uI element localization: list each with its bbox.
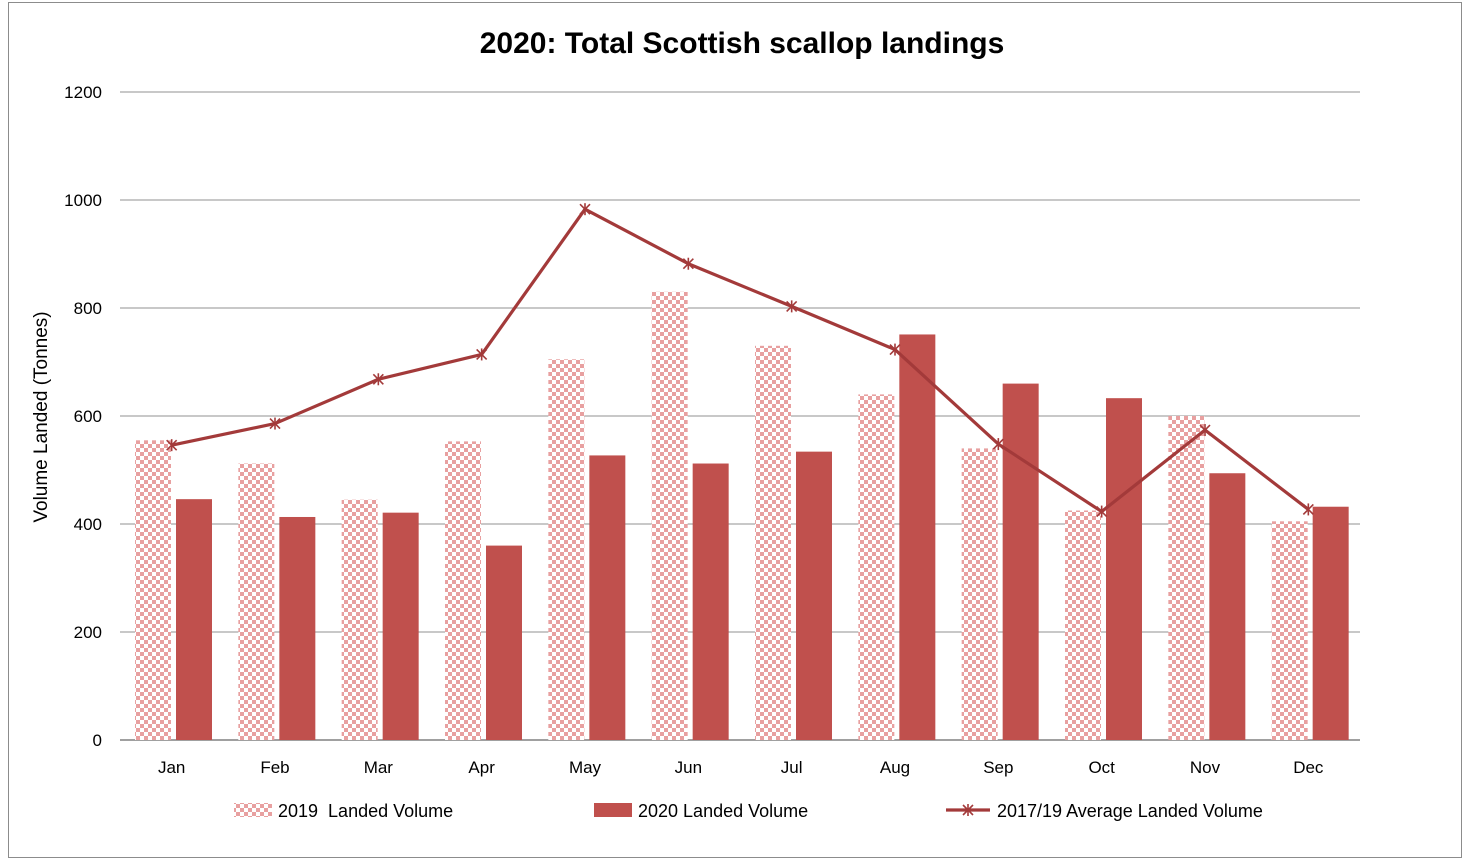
bar-2020: [1209, 473, 1246, 740]
bar-2019: [238, 463, 275, 740]
average-point-marker: [992, 438, 1004, 451]
x-tick-label: Mar: [364, 758, 394, 777]
bar-2020: [589, 455, 626, 740]
average-point-marker: [1302, 503, 1314, 516]
x-tick-label: Nov: [1190, 758, 1221, 777]
chart-title: 2020: Total Scottish scallop landings: [480, 27, 1005, 60]
bar-2019: [961, 448, 998, 740]
bar-2020: [692, 463, 729, 740]
legend-swatch-2019: [234, 803, 272, 817]
bar-2019: [858, 394, 895, 740]
bar-2019: [445, 441, 481, 740]
average-point-marker: [786, 300, 798, 313]
y-tick-labels: 0 200 400 600 800 1000 1200: [64, 83, 102, 750]
bar-2020: [796, 451, 832, 740]
x-tick-label: Dec: [1293, 758, 1324, 777]
bar-2019: [135, 440, 171, 740]
bar-2019: [341, 499, 378, 740]
bar-2019: [1271, 521, 1308, 740]
average-line-path: [171, 207, 1310, 514]
legend-label-average: 2017/19 Average Landed Volume: [997, 801, 1263, 821]
x-tick-label: Oct: [1088, 758, 1115, 777]
bar-2019: [1168, 416, 1205, 740]
average-point-marker: [166, 439, 178, 452]
average-point-marker: [682, 257, 694, 270]
legend-label-2019: 2019 Landed Volume: [278, 801, 453, 821]
bar-2019: [548, 359, 585, 740]
bar-2019: [755, 345, 791, 740]
average-point-marker: [1096, 505, 1108, 518]
y-tick-label: 600: [74, 407, 102, 426]
bar-2019: [1065, 510, 1101, 740]
legend-swatch-2020: [594, 803, 632, 817]
x-tick-label: Aug: [880, 758, 910, 777]
x-tick-labels: Jan Feb Mar Apr May Jun Jul Aug Sep Oct Nov Dec: [158, 758, 1324, 777]
y-tick-label: 1200: [64, 83, 102, 102]
legend: 2019 Landed Volume 2020 Landed Volume 2017…: [234, 801, 1263, 821]
average-line: [166, 203, 1314, 518]
gridlines: [120, 91, 1360, 741]
x-tick-label: Apr: [468, 758, 495, 777]
average-point-marker: [269, 417, 281, 430]
bar-2020: [1002, 383, 1039, 740]
bar-2020: [1106, 398, 1142, 740]
x-tick-label: May: [569, 758, 602, 777]
bars: [135, 291, 1349, 740]
average-point-marker: [579, 203, 591, 216]
legend-label-2020: 2020 Landed Volume: [638, 801, 808, 821]
average-point-marker: [476, 348, 488, 361]
y-axis-label: Volume Landed (Tonnes): [31, 311, 52, 522]
y-tick-label: 200: [74, 623, 102, 642]
y-tick-label: 800: [74, 299, 102, 318]
bar-2019: [651, 291, 688, 740]
bar-2020: [899, 334, 936, 740]
bar-2020: [382, 512, 419, 740]
y-tick-label: 1000: [64, 191, 102, 210]
bar-2020: [486, 545, 522, 740]
x-tick-label: Feb: [260, 758, 289, 777]
bar-2020: [1312, 506, 1349, 740]
y-tick-label: 0: [93, 731, 102, 750]
x-tick-label: Jan: [158, 758, 185, 777]
average-point-marker: [372, 373, 384, 386]
bar-2020: [176, 499, 212, 740]
x-tick-label: Sep: [983, 758, 1013, 777]
bar-2020: [279, 516, 316, 740]
x-tick-label: Jun: [675, 758, 702, 777]
average-point-marker: [889, 343, 901, 356]
x-tick-label: Jul: [781, 758, 803, 777]
y-tick-label: 400: [74, 515, 102, 534]
average-point-marker: [1199, 424, 1211, 437]
legend-swatch-average-marker: [962, 804, 974, 816]
